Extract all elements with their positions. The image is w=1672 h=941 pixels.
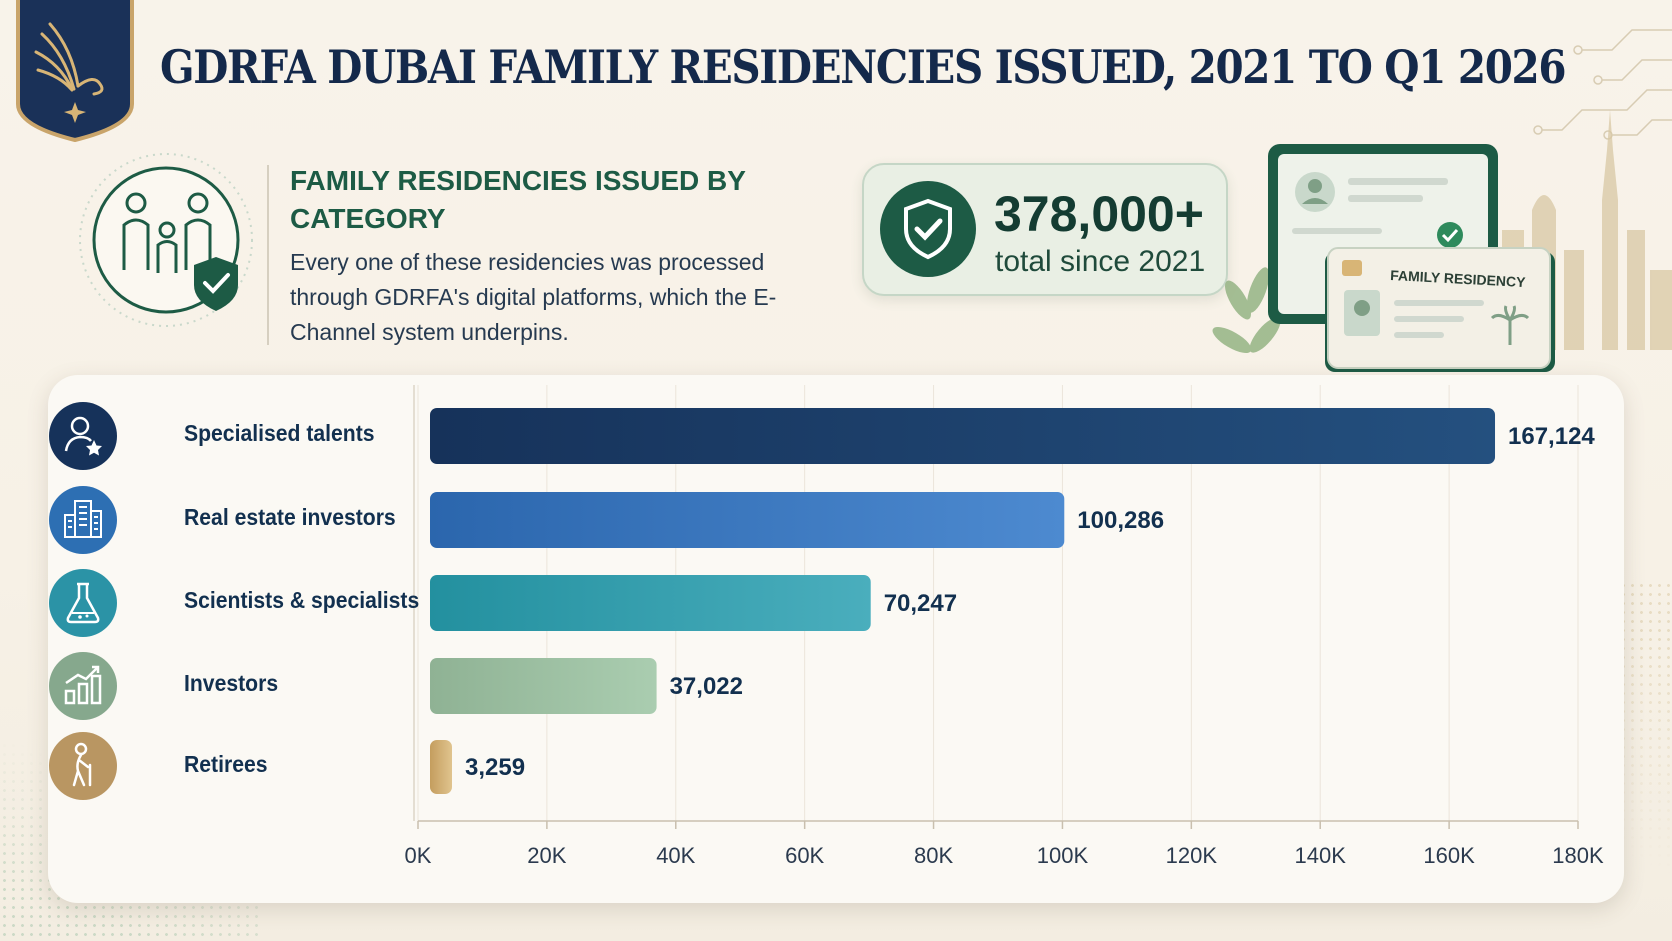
bar-value-label: 100,286: [1077, 507, 1164, 534]
x-tick-label: 40K: [656, 843, 695, 868]
total-stat-card: 378,000+ total since 2021: [862, 163, 1228, 296]
x-tick-label: 100K: [1037, 843, 1089, 868]
chart-card: 0K 20K 40K 60K 80K 100K 120K 140K 160K 180K 167,12…: [48, 375, 1624, 903]
bar-value-label: 37,022: [670, 673, 743, 700]
bar-chart: 0K 20K 40K 60K 80K 100K 120K 140K 160K 180K 167,12…: [405, 385, 1604, 868]
bar: [430, 575, 871, 631]
elderly-person-icon: [49, 732, 117, 800]
gdrfa-emblem-logo: [16, 0, 134, 143]
bar: [430, 408, 1496, 464]
section-description: Every one of these residencies was proce…: [290, 249, 777, 345]
total-stat-label: total since 2021: [995, 245, 1206, 278]
x-tick-label: 120K: [1166, 843, 1218, 868]
bar-value-label: 3,259: [465, 754, 525, 781]
growth-chart-icon: [49, 652, 117, 720]
shield-check-icon: [880, 181, 976, 277]
circuit-lines-decoration: [1533, 29, 1672, 140]
category-label: Investors: [184, 670, 279, 696]
x-tick-label: 140K: [1295, 843, 1347, 868]
bar-value-label: 70,247: [884, 590, 957, 617]
family-shield-icon: [79, 153, 253, 327]
total-stat-value: 378,000+: [994, 186, 1204, 242]
category-label: Retirees: [184, 751, 268, 777]
x-tick-label: 20K: [527, 843, 566, 868]
x-tick-label: 0K: [405, 843, 432, 868]
page-title: GDRFA DUBAI FAMILY RESIDENCIES ISSUED, 2…: [160, 40, 1567, 94]
flask-icon: [49, 569, 117, 637]
category-label: Scientists & specialists: [184, 587, 420, 613]
x-tick-label: 180K: [1552, 843, 1604, 868]
person-star-icon: [49, 402, 117, 470]
x-tick-label: 160K: [1423, 843, 1475, 868]
intro-divider: [267, 165, 269, 345]
buildings-icon: [49, 486, 117, 554]
bar: [430, 658, 657, 714]
residency-card-title: FAMILY RESIDENCY: [1390, 267, 1527, 290]
x-tick-label: 60K: [785, 843, 824, 868]
category-label: Real estate investors: [184, 504, 396, 530]
bar-value-label: 167,124: [1508, 423, 1595, 450]
bar: [430, 492, 1065, 548]
bar: [430, 740, 452, 794]
x-tick-label: 80K: [914, 843, 953, 868]
section-heading: FAMILY RESIDENCIES ISSUED BY CATEGORY: [290, 165, 746, 234]
residency-devices-illustration: FAMILY RESIDENCY: [1212, 144, 1555, 372]
category-label: Specialised talents: [184, 420, 375, 446]
